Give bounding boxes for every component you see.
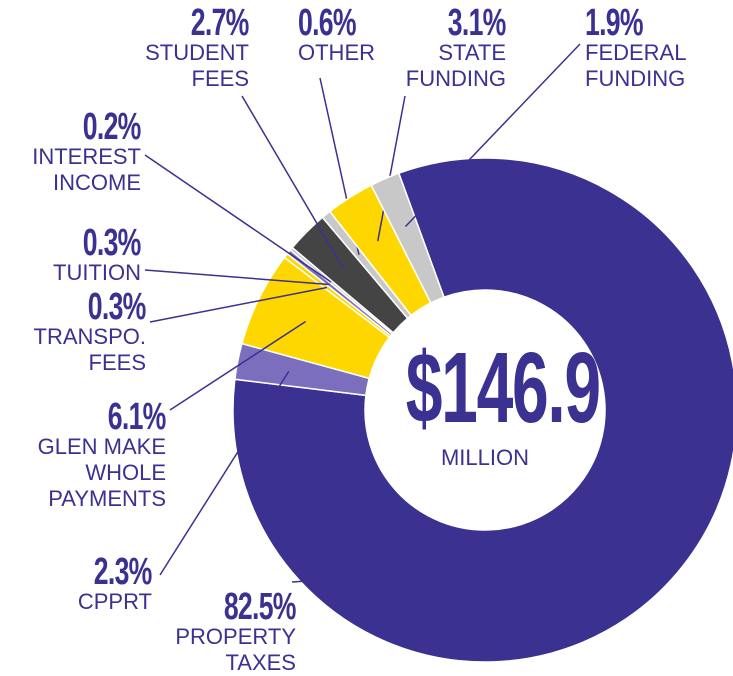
category-label: TRANSPO. FEES xyxy=(33,324,146,375)
category-label: GLEN MAKE WHOLE PAYMENTS xyxy=(37,434,166,511)
donut-segment xyxy=(232,157,733,663)
leader-line xyxy=(144,269,330,286)
leader-line xyxy=(377,95,406,242)
value-label: 0.3% xyxy=(83,222,142,264)
category-label: FEDERAL FUNDING xyxy=(585,40,686,91)
value-label: 0.2% xyxy=(83,106,142,148)
value-label: 82.5% xyxy=(224,586,297,628)
value-label: 6.1% xyxy=(108,396,167,438)
donut-hole xyxy=(366,291,604,529)
value-label: 3.1% xyxy=(448,2,507,44)
leader-line xyxy=(149,286,328,323)
leader-line xyxy=(404,43,581,227)
leader-line xyxy=(159,370,290,576)
value-label: 2.3% xyxy=(94,551,153,593)
category-label: OTHER xyxy=(298,40,375,65)
value-label: 1.9% xyxy=(585,2,644,44)
category-label: STATE FUNDING xyxy=(405,40,506,91)
leader-line xyxy=(144,154,332,283)
value-label: 0.6% xyxy=(298,2,357,44)
category-label: CPPRT xyxy=(77,589,152,614)
leader-line xyxy=(241,95,345,270)
leader-line xyxy=(291,555,669,583)
center-unit: MILLION xyxy=(440,445,530,470)
category-label: INTEREST INCOME xyxy=(32,144,141,195)
category-label: STUDENT FEES xyxy=(145,40,249,91)
donut-segment xyxy=(370,172,445,304)
leader-line xyxy=(169,320,307,411)
category-label: PROPERTY TAXES xyxy=(175,624,296,675)
value-label: 2.7% xyxy=(191,2,250,44)
center-value: $146.9 xyxy=(405,332,601,444)
value-label: 0.3% xyxy=(88,286,147,328)
category-label: TUITION xyxy=(53,260,141,285)
